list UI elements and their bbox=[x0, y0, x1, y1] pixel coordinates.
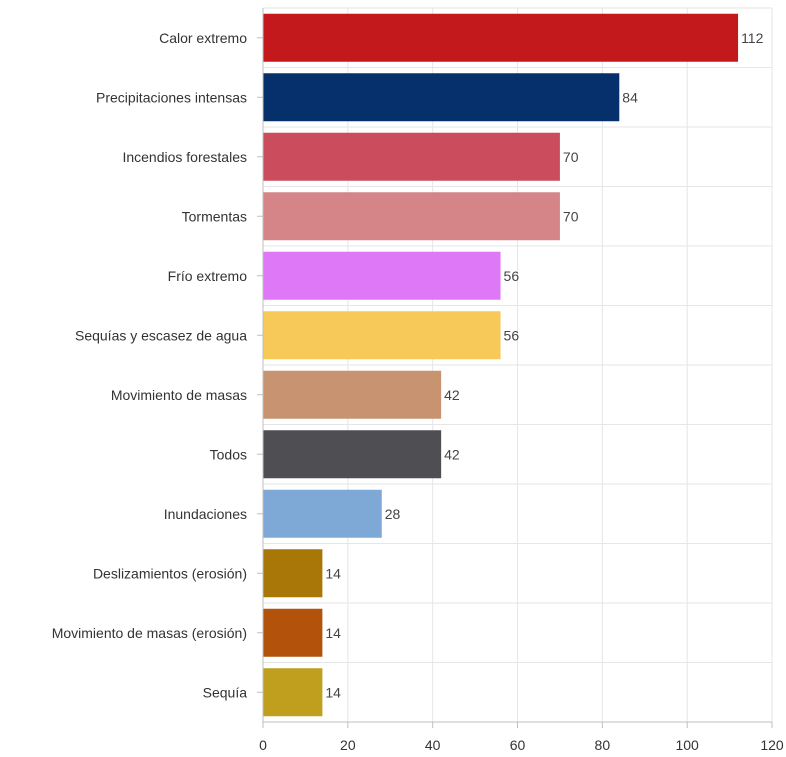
category-label: Movimiento de masas (erosión) bbox=[52, 625, 247, 641]
data-label: 70 bbox=[563, 149, 579, 165]
category-label: Incendios forestales bbox=[122, 149, 247, 165]
bar bbox=[263, 370, 442, 419]
bar bbox=[263, 430, 442, 479]
category-label: Todos bbox=[210, 446, 247, 462]
bar bbox=[263, 73, 620, 122]
data-label: 112 bbox=[741, 30, 764, 46]
data-label: 14 bbox=[325, 684, 341, 700]
data-label: 70 bbox=[563, 208, 579, 224]
data-label: 56 bbox=[504, 268, 520, 284]
bar bbox=[263, 192, 560, 241]
x-tick-label: 0 bbox=[259, 737, 267, 753]
category-label: Precipitaciones intensas bbox=[96, 89, 247, 105]
x-tick-label: 120 bbox=[760, 737, 784, 753]
bar bbox=[263, 251, 501, 300]
category-label: Movimiento de masas bbox=[111, 387, 247, 403]
bars: 112 84 70 70 56 56 42 42 28 14 14 14 bbox=[263, 13, 764, 717]
x-tick-label: 40 bbox=[425, 737, 441, 753]
category-label: Inundaciones bbox=[164, 506, 247, 522]
bar bbox=[263, 668, 323, 717]
x-tick-label: 20 bbox=[340, 737, 356, 753]
category-label: Frío extremo bbox=[168, 268, 248, 284]
bar bbox=[263, 608, 323, 657]
x-tick-label: 80 bbox=[595, 737, 611, 753]
x-tick-label: 100 bbox=[675, 737, 699, 753]
category-label: Sequía bbox=[203, 684, 248, 700]
data-label: 14 bbox=[325, 565, 341, 581]
category-label: Calor extremo bbox=[159, 30, 247, 46]
category-label: Sequías y escasez de agua bbox=[75, 327, 247, 343]
data-label: 28 bbox=[385, 506, 401, 522]
data-label: 42 bbox=[444, 387, 460, 403]
data-label: 42 bbox=[444, 446, 460, 462]
axes: Calor extremo Precipitaciones intensas Inc… bbox=[52, 8, 784, 753]
bar bbox=[263, 489, 382, 538]
bar bbox=[263, 132, 560, 181]
data-label: 14 bbox=[325, 625, 341, 641]
data-label: 56 bbox=[504, 327, 520, 343]
x-tick-label: 60 bbox=[510, 737, 526, 753]
bar bbox=[263, 13, 739, 62]
bar bbox=[263, 311, 501, 360]
data-label: 84 bbox=[622, 89, 638, 105]
bar bbox=[263, 549, 323, 598]
category-label: Deslizamientos (erosión) bbox=[93, 565, 247, 581]
category-label: Tormentas bbox=[182, 208, 247, 224]
